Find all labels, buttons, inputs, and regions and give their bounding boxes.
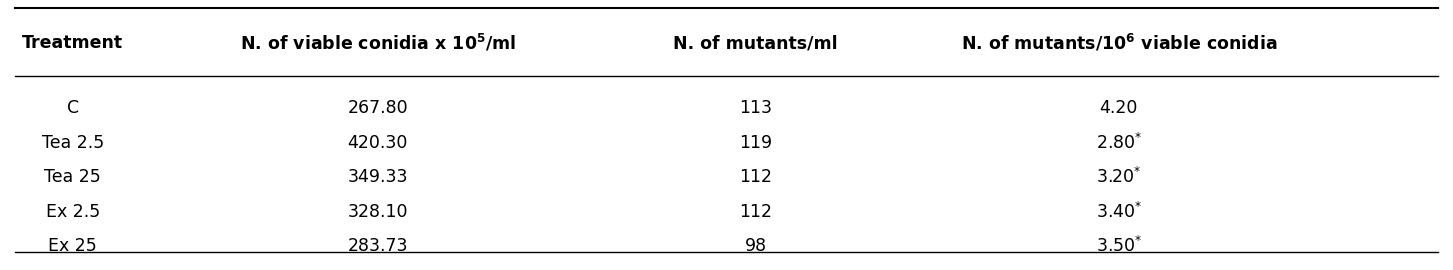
Text: N. of mutants/10$^{\mathbf{6}}$ viable conidia: N. of mutants/10$^{\mathbf{6}}$ viable c… [960, 33, 1277, 54]
Text: Ex 25: Ex 25 [48, 237, 97, 255]
Text: 3.40$^{*}$: 3.40$^{*}$ [1096, 202, 1142, 222]
Text: 119: 119 [740, 134, 772, 151]
Text: 3.50$^{*}$: 3.50$^{*}$ [1096, 236, 1142, 256]
Text: C: C [67, 99, 78, 117]
Text: Tea 25: Tea 25 [44, 168, 102, 186]
Text: 420.30: 420.30 [347, 134, 408, 151]
Text: 113: 113 [740, 99, 772, 117]
Text: 112: 112 [740, 203, 772, 221]
Text: Treatment: Treatment [22, 34, 124, 52]
Text: 283.73: 283.73 [347, 237, 408, 255]
Text: Tea 2.5: Tea 2.5 [42, 134, 103, 151]
Text: 328.10: 328.10 [347, 203, 408, 221]
Text: 112: 112 [740, 168, 772, 186]
Text: Ex 2.5: Ex 2.5 [45, 203, 100, 221]
Text: 2.80$^{*}$: 2.80$^{*}$ [1096, 133, 1142, 153]
Text: 4.20: 4.20 [1100, 99, 1138, 117]
Text: 98: 98 [744, 237, 767, 255]
Text: N. of mutants/ml: N. of mutants/ml [673, 34, 838, 52]
Text: 3.20$^{*}$: 3.20$^{*}$ [1096, 167, 1142, 187]
Text: 267.80: 267.80 [347, 99, 408, 117]
Text: N. of viable conidia x 10$^{\mathbf{5}}$/ml: N. of viable conidia x 10$^{\mathbf{5}}$… [240, 33, 516, 54]
Text: 349.33: 349.33 [347, 168, 408, 186]
